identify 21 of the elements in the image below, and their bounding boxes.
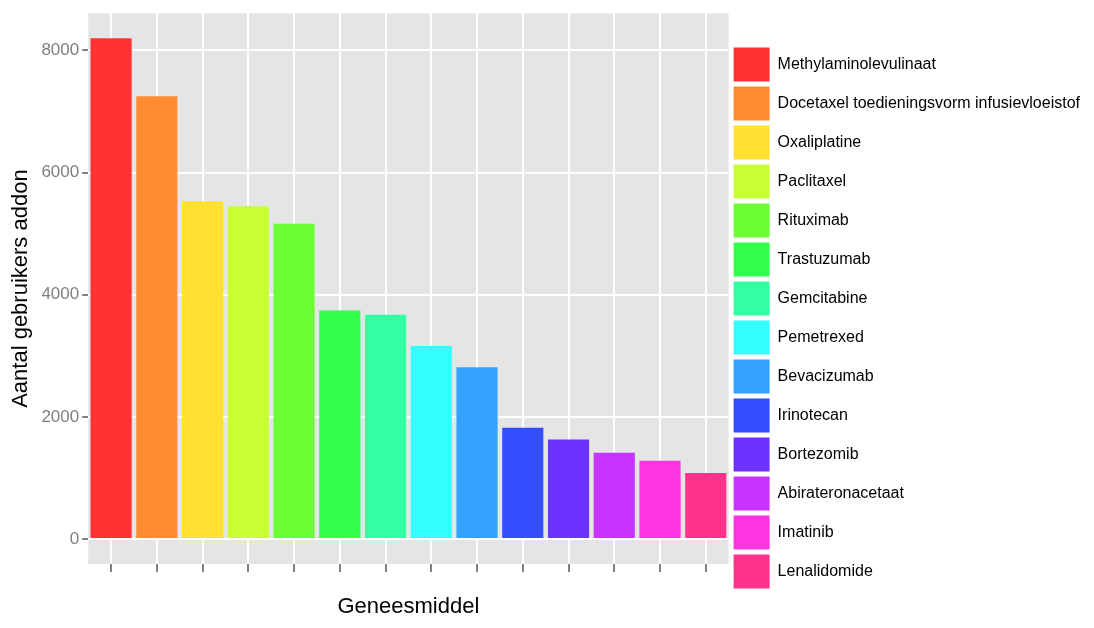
- y-tick-label: 0: [69, 528, 80, 548]
- y-tick-label: 8000: [41, 40, 80, 60]
- legend-label: Imatinib: [777, 522, 834, 540]
- legend-label: Abirateronacetaat: [777, 483, 905, 501]
- x-axis-title: Geneesmiddel: [337, 592, 480, 618]
- y-tick-label: 6000: [41, 162, 80, 182]
- y-tick-label: 4000: [41, 284, 80, 304]
- legend-label: Bevacizumab: [777, 366, 874, 384]
- legend-label: Lenalidomide: [777, 561, 873, 579]
- legend-label: Docetaxel toedieningsvorm infusievloeistof: [777, 93, 1081, 111]
- legend-label: Gemcitabine: [777, 288, 868, 306]
- legend-label: Rituximab: [777, 210, 849, 228]
- legend-label: Bortezomib: [777, 444, 859, 462]
- y-tick-label: 2000: [41, 406, 80, 426]
- legend-label: Oxaliplatine: [777, 132, 862, 150]
- legend-label: Irinotecan: [777, 405, 848, 423]
- y-axis-title: Aantal gebruikers addon: [7, 169, 33, 408]
- legend-label: Trastuzumab: [777, 249, 871, 267]
- legend-label: Pemetrexed: [777, 327, 864, 345]
- legend-label: Methylaminolevulinaat: [777, 54, 937, 72]
- legend-label: Paclitaxel: [777, 171, 847, 189]
